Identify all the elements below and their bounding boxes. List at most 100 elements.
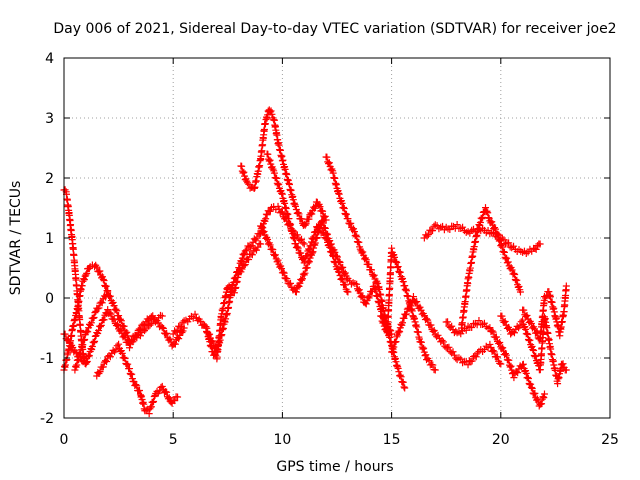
data-point [78, 342, 86, 350]
data-point [106, 292, 114, 300]
data-point [206, 330, 214, 338]
data-point [510, 374, 518, 382]
data-point [445, 343, 453, 351]
data-point [344, 215, 352, 223]
data-point [316, 203, 324, 211]
data-point [298, 275, 306, 283]
data-point [396, 371, 404, 379]
data-point [158, 323, 166, 331]
data-point [498, 312, 506, 320]
data-point [158, 312, 166, 320]
data-point [126, 369, 134, 377]
y-tick-label: 3 [45, 111, 54, 127]
data-point [75, 351, 83, 359]
data-point [506, 363, 514, 371]
data-point [353, 238, 361, 246]
data-point [149, 398, 157, 406]
data-point [453, 221, 461, 229]
data-point [536, 400, 544, 408]
data-point [235, 264, 243, 272]
data-point [247, 243, 255, 251]
data-point [404, 304, 412, 312]
data-point [468, 357, 476, 365]
data-point [326, 237, 334, 245]
data-point [150, 393, 158, 401]
data-point [425, 357, 433, 365]
data-point [399, 274, 407, 282]
data-point [321, 212, 329, 220]
data-point [126, 344, 134, 352]
series-arc-l [377, 244, 439, 374]
data-point [163, 388, 171, 396]
data-point [133, 334, 141, 342]
y-axis-label: SDTVAR / TECUs [8, 181, 24, 296]
data-point [300, 240, 308, 248]
data-point [355, 286, 363, 294]
data-point [483, 207, 491, 215]
data-point [478, 215, 486, 223]
data-point [516, 322, 524, 330]
data-point [527, 383, 535, 391]
data-point [114, 321, 122, 329]
data-point [79, 341, 87, 349]
data-point [173, 326, 181, 334]
data-point [392, 257, 400, 265]
data-point [245, 256, 253, 264]
data-point [123, 328, 131, 336]
data-point [503, 254, 511, 262]
data-point [433, 222, 441, 230]
data-point [90, 339, 98, 347]
data-point [508, 244, 516, 252]
data-point [209, 339, 217, 347]
data-point [238, 162, 246, 170]
data-point [538, 400, 546, 408]
data-point [241, 247, 249, 255]
data-point [562, 282, 570, 290]
data-point [106, 353, 114, 361]
data-point [248, 251, 256, 259]
data-point [280, 269, 288, 277]
data-point [278, 208, 286, 216]
data-point [562, 366, 570, 374]
data-point [341, 269, 349, 277]
data-point [495, 237, 503, 245]
y-tick-label: -1 [40, 351, 54, 367]
data-point [431, 366, 439, 374]
y-tick-label: -2 [40, 411, 54, 427]
data-point [491, 225, 499, 233]
data-point [475, 317, 483, 325]
data-point [91, 309, 99, 317]
data-point [94, 329, 102, 337]
data-point [322, 229, 330, 237]
data-point [272, 174, 280, 182]
data-point [486, 340, 494, 348]
data-point [166, 335, 174, 343]
axis-ticks: 0 5 10 15 20 25 -2 -1 0 1 2 3 4 [40, 51, 619, 448]
data-point [488, 327, 496, 335]
data-point [318, 218, 326, 226]
data-point [84, 353, 92, 361]
data-point [100, 316, 108, 324]
data-point [343, 287, 351, 295]
data-point [488, 218, 496, 226]
data-point [531, 389, 539, 397]
data-point [342, 210, 350, 218]
data-point [368, 266, 376, 274]
data-point [171, 397, 179, 405]
data-point [394, 364, 402, 372]
y-tick-label: 4 [45, 51, 54, 67]
data-point [344, 288, 352, 296]
data-point [94, 305, 102, 313]
data-point [424, 316, 432, 324]
data-point [511, 271, 519, 279]
data-point [336, 258, 344, 266]
data-point [305, 215, 313, 223]
data-point [299, 239, 307, 247]
x-tick-label: 25 [601, 432, 619, 448]
grid [64, 58, 610, 418]
data-point [88, 343, 96, 351]
data-point [502, 351, 510, 359]
data-point [321, 224, 329, 232]
data-point [339, 263, 347, 271]
x-axis-label: GPS time / hours [276, 459, 393, 475]
